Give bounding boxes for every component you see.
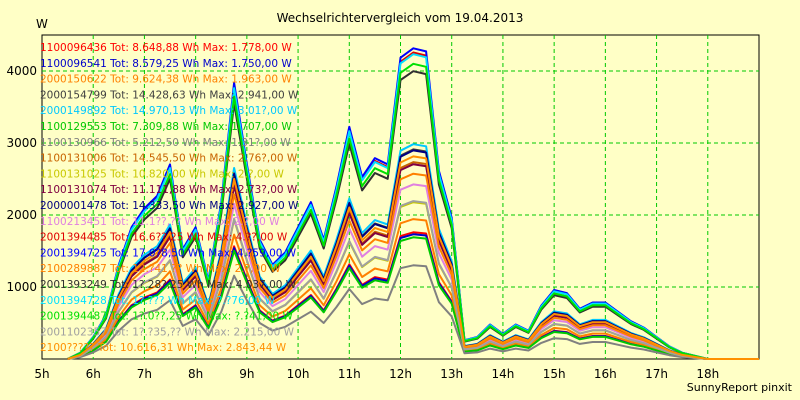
legend-entry: 2100289887 Tot: 12.?41,?? Wh Max: 2.?,00… (40, 263, 281, 275)
footer-credit: SunnyReport pinxit (686, 381, 792, 394)
y-tick-label: 1000 (6, 280, 37, 294)
x-tick-label: 8h (188, 367, 203, 381)
x-tick-label: 10h (287, 367, 310, 381)
legend-entry: 1100131074 Tot: 11.111,88 Wh Max: 2.73?,… (40, 184, 298, 196)
series-line (67, 200, 759, 360)
legend-entry: 2001393249 Tot: 1?.28?,25 Wh Max: 4.037,… (40, 279, 297, 291)
legend-entry: 1100213451 Tot: 11.1??,?? Wh Max: 2.?,00… (40, 216, 280, 228)
legend-entry: 2001394485 Tot: 16.6??,25 Wh Max: 4.??,0… (40, 232, 288, 244)
legend-entry: 1100131025 Tot: 10.820,00 Wh Max: 2.?,00… (40, 168, 285, 180)
legend-entry: 2001102357 Tot: 1?.?35,?? Wh Max: 2.215,… (40, 326, 295, 338)
series-line (67, 218, 759, 360)
legend-entry: 2001394728 Tot: 1?.??? Wh Max: ?.?76,00 … (40, 295, 276, 307)
y-tick-label: 2000 (6, 208, 37, 222)
legend-entry: 1100131006 Tot: 14.545,50 Wh Max: 2.76?,… (40, 153, 298, 165)
legend-entry: 2000154799 Tot: 14.428,63 Wh Max: 2.941,… (40, 89, 299, 101)
chart-title: Wechselrichtervergleich vom 19.04.2013 (276, 11, 524, 25)
x-tick-label: 15h (543, 367, 566, 381)
x-tick-label: 11h (338, 367, 361, 381)
series-line (67, 155, 759, 360)
legend-entry: 2000001478 Tot: 14.333,50 Wh Max: 2.927,… (40, 200, 299, 212)
x-tick-label: 18h (696, 367, 719, 381)
legend-entry: 1100129553 Tot: 7.309,88 Wh Max: 1.707,0… (40, 121, 292, 133)
series-line (67, 62, 759, 360)
y-tick-label: 3000 (6, 136, 37, 150)
x-tick-label: 16h (594, 367, 617, 381)
x-tick-label: 9h (239, 367, 254, 381)
x-tick-label: 12h (389, 367, 412, 381)
legend-entry: 2000149892 Tot: 14.970,13 Wh Max: 3.01?,… (40, 105, 298, 117)
legend-entry: 2001394487 Tot: 1?.0??,25 Wh Max: ?.?41,… (40, 311, 293, 323)
x-tick-label: 14h (491, 367, 514, 381)
x-tick-label: 17h (645, 367, 668, 381)
legend-entry: 1100096436 Tot: 8.648,88 Wh Max: 1.778,0… (40, 42, 292, 54)
x-tick-label: 13h (440, 367, 463, 381)
series-line (67, 183, 759, 360)
series-line (67, 236, 759, 360)
legend-entry: 1100130966 Tot: 5.212,50 Wh Max: 1.31?,0… (40, 137, 291, 149)
series-line (67, 172, 759, 360)
legend-entry: 2100????? Tot: 10.616,31 Wh Max: 2.843,4… (40, 342, 287, 354)
x-tick-label: 7h (137, 367, 152, 381)
legend-entry: 2001394725 Tot: 17.0?8,50 Wh Max: 4.?59,… (40, 247, 297, 259)
x-tick-label: 5h (34, 367, 49, 381)
series-line (67, 264, 759, 360)
x-tick-label: 6h (86, 367, 101, 381)
legend-entry: 1100096541 Tot: 8.579,25 Wh Max: 1.750,0… (40, 58, 292, 70)
y-axis-label: W (36, 17, 48, 31)
y-tick-label: 4000 (6, 64, 37, 78)
legend-entry: 2000150622 Tot: 9.624,38 Wh Max: 1.963,0… (40, 74, 292, 86)
